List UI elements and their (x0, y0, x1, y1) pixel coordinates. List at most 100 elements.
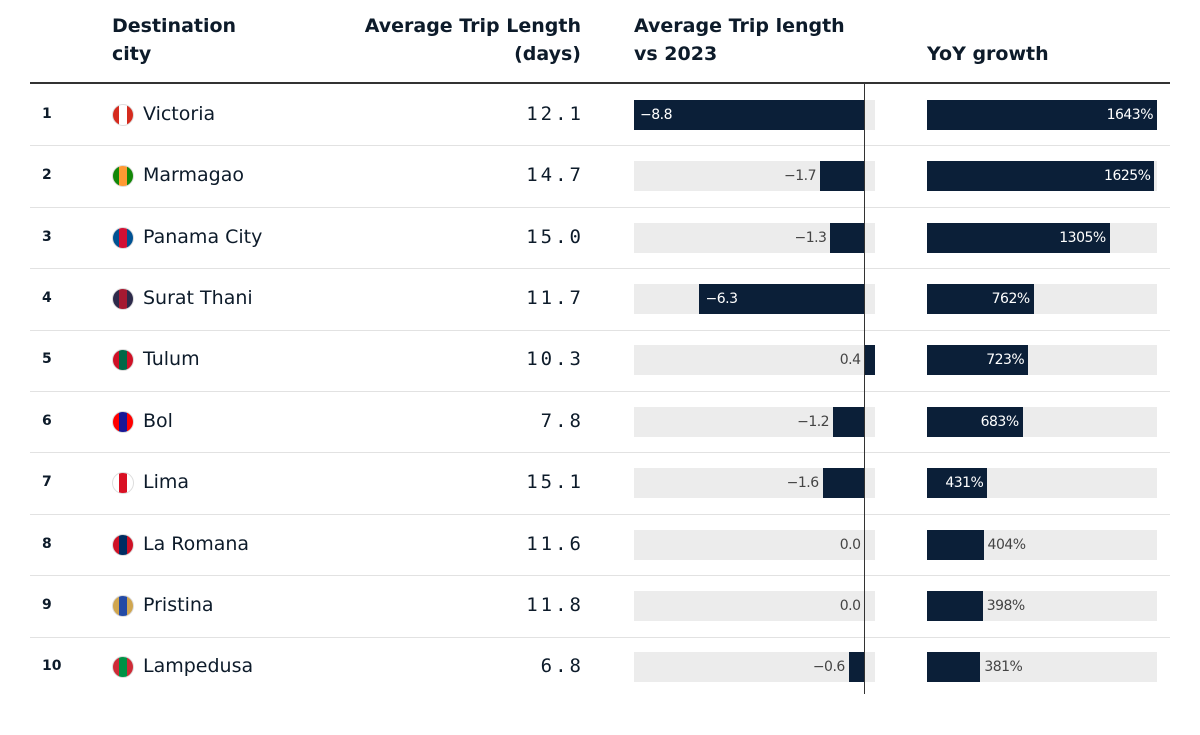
rank: 2 (42, 167, 52, 184)
header-line: Average Trip length (634, 15, 845, 37)
city: La Romana (143, 532, 250, 555)
value-label: 683% (980, 413, 1020, 430)
row-rule (30, 575, 1170, 577)
value-label: 723% (986, 352, 1025, 369)
header-line: Destination (112, 15, 237, 37)
bar (927, 652, 981, 683)
rank: 9 (42, 596, 52, 613)
bar (864, 345, 875, 376)
city: Surat Thani (143, 286, 253, 309)
flag (112, 533, 134, 556)
value-label: 381% (984, 659, 1023, 676)
bar (822, 468, 865, 499)
header-avg: Average Trip Length (days) (365, 12, 581, 68)
value-label: −8.8 (640, 106, 673, 123)
avg-trip-length: 11.8 (526, 593, 584, 616)
bar (927, 468, 988, 499)
bar (927, 99, 1157, 130)
flag (112, 410, 134, 433)
city: Tulum (143, 348, 200, 371)
header-line: Average Trip Length (364, 15, 581, 37)
city: Victoria (143, 102, 216, 125)
value-label: 0.0 (839, 536, 861, 553)
value-label: −6.3 (705, 290, 738, 307)
flag (112, 472, 134, 495)
bar (927, 590, 983, 621)
header-yoy: YoY growth (927, 40, 1049, 68)
value-label: −1.6 (786, 475, 820, 492)
flag (112, 594, 134, 617)
row-rule (30, 513, 1170, 515)
flag (112, 656, 134, 679)
header-line: (days) (514, 43, 581, 65)
avg-trip-length: 6.8 (540, 655, 584, 678)
header-line: YoY growth (927, 43, 1049, 65)
value-label: −1.3 (794, 229, 827, 246)
rank: 10 (42, 658, 62, 675)
value-label: −1.2 (797, 413, 830, 430)
track (634, 345, 875, 376)
value-label: 404% (987, 536, 1027, 553)
bar (927, 345, 1029, 376)
row-rule (30, 329, 1170, 331)
value-label: 1643% (1106, 106, 1154, 123)
header-destination: Destination city (112, 12, 236, 68)
value-label: 0.0 (839, 597, 861, 614)
track (634, 590, 875, 621)
city: Panama City (143, 225, 263, 248)
zero-axis (864, 84, 866, 694)
header-rule (30, 82, 1170, 84)
city: Marmagao (143, 164, 244, 187)
row-rule (30, 452, 1170, 454)
rank: 3 (42, 228, 52, 245)
flag (112, 165, 134, 188)
value-label: −1.7 (784, 168, 817, 185)
row-rule (30, 268, 1170, 270)
row-rule (30, 206, 1170, 208)
track (634, 652, 875, 683)
city: Lima (143, 471, 190, 494)
row-rule (30, 145, 1170, 147)
city: Pristina (143, 593, 214, 616)
bar (634, 99, 865, 130)
avg-trip-length: 15.1 (526, 471, 584, 494)
row-rule (30, 391, 1170, 392)
avg-trip-length: 15.0 (526, 225, 584, 248)
value-label: −0.6 (812, 659, 846, 676)
avg-trip-length: 10.3 (526, 348, 584, 371)
bar (927, 406, 1023, 437)
value-label: 762% (991, 290, 1031, 307)
header-line: vs 2023 (634, 43, 718, 65)
value-label: 398% (986, 597, 1026, 614)
value-label: 431% (945, 475, 984, 492)
bar (848, 652, 865, 683)
avg-trip-length: 7.8 (540, 409, 584, 432)
bar (833, 406, 865, 437)
avg-trip-length: 14.7 (526, 164, 584, 187)
avg-trip-length: 11.6 (526, 532, 584, 555)
value-label: 1305% (1059, 229, 1106, 246)
rank: 4 (42, 289, 52, 306)
header-line: city (112, 43, 152, 65)
header-vs: Average Trip length vs 2023 (634, 12, 845, 68)
rank: 5 (42, 351, 52, 368)
bar (927, 529, 984, 560)
row-rule (30, 636, 1170, 638)
rank: 1 (42, 105, 52, 122)
city: Bol (143, 409, 173, 432)
bar (830, 222, 865, 253)
rank: 8 (42, 535, 52, 552)
flag (112, 349, 134, 372)
value-label: 0.4 (839, 352, 861, 369)
flag (112, 287, 134, 310)
flag (112, 103, 134, 126)
avg-trip-length: 12.1 (526, 102, 584, 125)
bar (927, 222, 1110, 253)
bar (819, 161, 865, 192)
rank: 6 (42, 412, 52, 429)
bar (699, 283, 865, 314)
city: Lampedusa (143, 655, 254, 678)
avg-trip-length: 11.7 (526, 286, 584, 309)
bar (927, 283, 1034, 314)
